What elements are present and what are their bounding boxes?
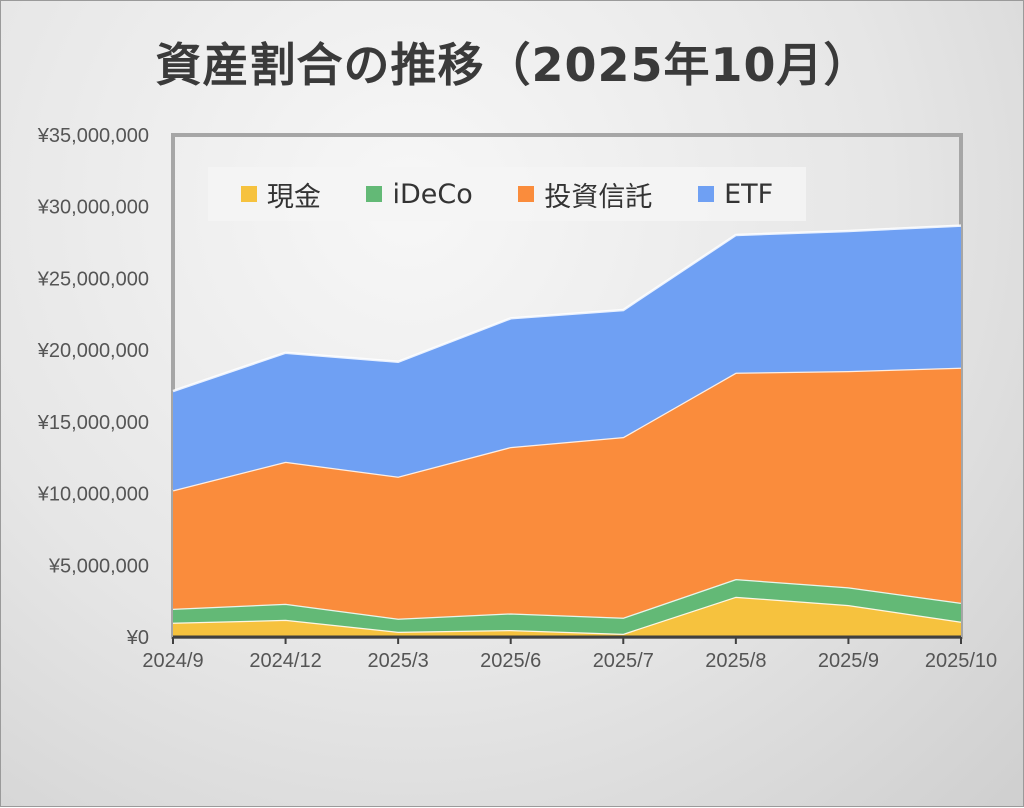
y-tick-label: ¥10,000,000 bbox=[37, 484, 149, 506]
y-tick-label: ¥30,000,000 bbox=[37, 197, 149, 219]
legend-swatch bbox=[366, 186, 382, 202]
legend-swatch bbox=[241, 186, 257, 202]
legend-item-etf: ETF bbox=[698, 179, 773, 210]
y-tick-label: ¥5,000,000 bbox=[48, 555, 149, 577]
legend-item-ideco: iDeCo bbox=[366, 179, 472, 210]
x-tick-label: 2025/10 bbox=[925, 650, 997, 672]
legend-swatch bbox=[518, 186, 534, 202]
y-tick-label: ¥15,000,000 bbox=[37, 412, 149, 434]
y-tick-label: ¥35,000,000 bbox=[37, 125, 149, 147]
x-tick-label: 2024/9 bbox=[142, 650, 203, 672]
legend-item-cash: 現金 bbox=[241, 175, 321, 214]
legend-swatch bbox=[698, 186, 714, 202]
x-tick-label: 2025/8 bbox=[705, 650, 766, 672]
legend-label: 現金 bbox=[267, 175, 321, 214]
y-tick-label: ¥20,000,000 bbox=[37, 340, 149, 362]
legend-label: ETF bbox=[724, 179, 773, 210]
y-tick-label: ¥0 bbox=[126, 627, 149, 649]
x-tick-label: 2025/7 bbox=[593, 650, 654, 672]
y-tick-label: ¥25,000,000 bbox=[37, 268, 149, 290]
legend-label: iDeCo bbox=[392, 179, 472, 210]
legend-label: 投資信託 bbox=[544, 175, 652, 214]
x-tick-label: 2025/3 bbox=[368, 650, 429, 672]
legend: 現金 iDeCo 投資信託 ETF bbox=[208, 167, 806, 221]
x-tick-label: 2025/6 bbox=[480, 650, 541, 672]
legend-item-fund: 投資信託 bbox=[518, 175, 652, 214]
x-tick-label: 2024/12 bbox=[249, 650, 321, 672]
x-tick-label: 2025/9 bbox=[818, 650, 879, 672]
